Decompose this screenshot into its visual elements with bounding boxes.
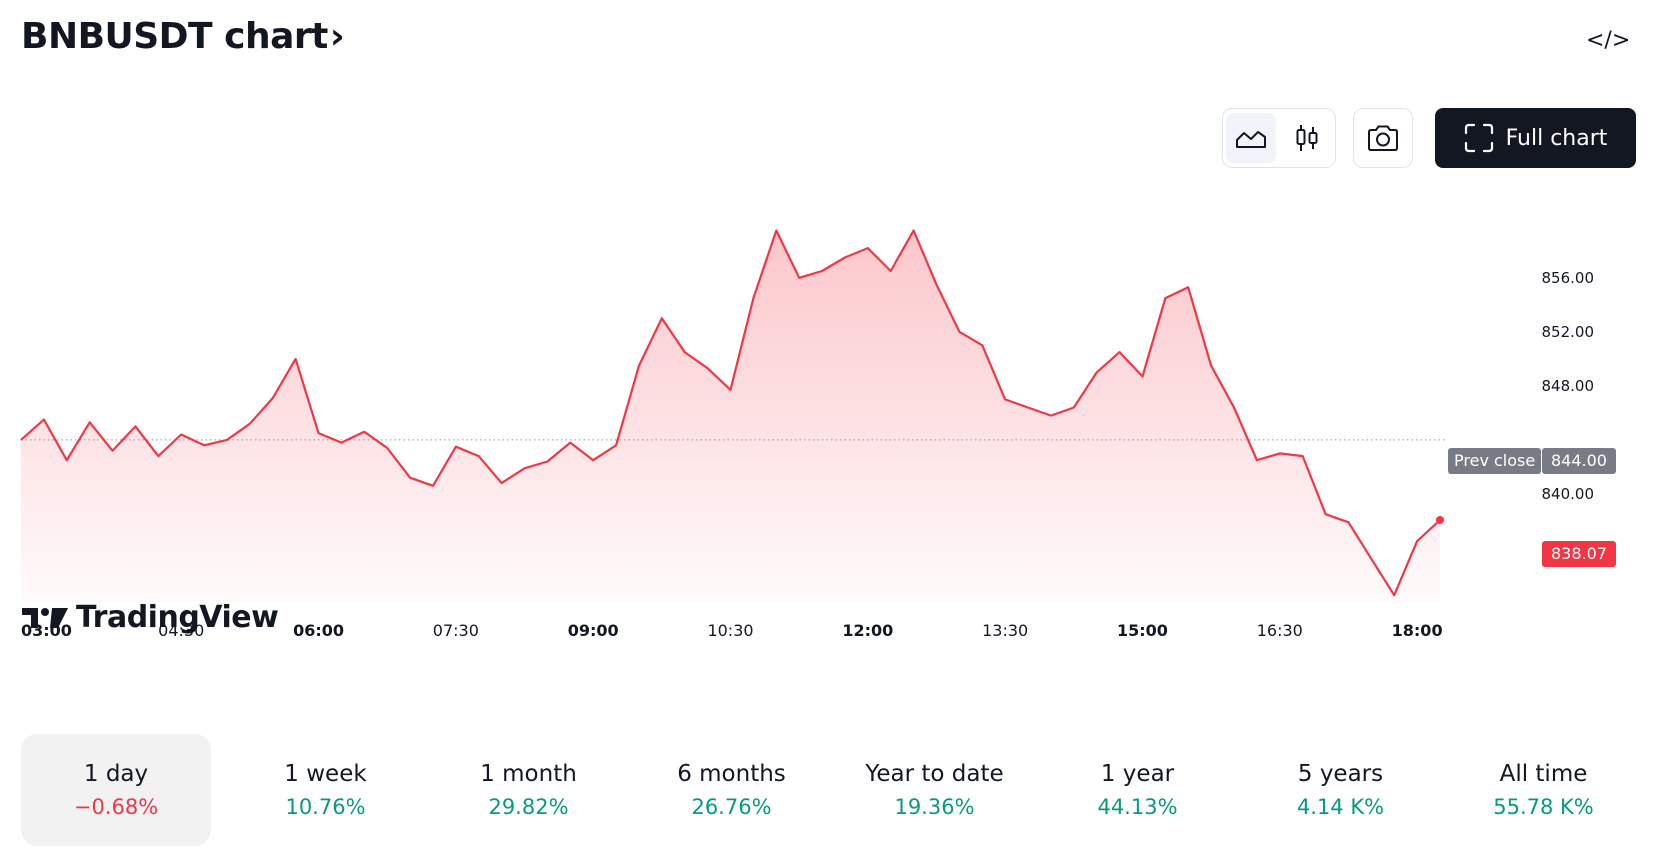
range-change: 29.82% — [488, 795, 569, 819]
range-ytd[interactable]: Year to date 19.36% — [833, 734, 1036, 846]
expand-icon — [1464, 123, 1493, 153]
tradingview-logo[interactable]: TradingView — [22, 600, 279, 635]
x-tick-label: 15:00 — [1117, 621, 1168, 640]
chart-title-text: BNBUSDT chart — [21, 16, 328, 57]
x-axis: 03:00 04:30 06:00 07:30 09:00 10:30 12:00 13:30… — [21, 621, 1443, 640]
range-label: 1 month — [480, 761, 577, 787]
x-tick-label: 12:00 — [842, 621, 893, 640]
chart-title[interactable]: BNBUSDT chart › — [21, 16, 345, 57]
range-label: Year to date — [865, 761, 1004, 787]
tradingview-logo-icon — [22, 607, 68, 628]
range-label: 6 months — [677, 761, 786, 787]
range-1d[interactable]: 1 day −0.68% — [21, 734, 211, 846]
range-label: 1 day — [83, 761, 149, 787]
range-1y[interactable]: 1 year 44.13% — [1036, 734, 1239, 846]
y-tick-label: 848.00 — [1542, 377, 1595, 395]
x-tick-label: 09:00 — [568, 621, 619, 640]
x-tick-label: 13:30 — [982, 621, 1028, 640]
snapshot-button[interactable] — [1353, 108, 1413, 168]
range-change: 4.14 K% — [1296, 795, 1385, 819]
candlestick-icon — [1296, 125, 1318, 151]
range-all[interactable]: All time 55.78 K% — [1442, 734, 1645, 846]
chart-style-toggle — [1222, 108, 1336, 168]
range-label: 1 week — [284, 761, 367, 787]
x-tick-label: 07:30 — [433, 621, 479, 640]
x-tick-label: 16:30 — [1257, 621, 1303, 640]
range-5y[interactable]: 5 years 4.14 K% — [1239, 734, 1442, 846]
price-line — [20, 229, 1441, 597]
range-1m[interactable]: 1 month 29.82% — [427, 734, 630, 846]
area-chart-icon — [1236, 131, 1266, 148]
chevron-right-icon: › — [329, 16, 345, 57]
last-price-dot — [1436, 516, 1444, 525]
range-change: −0.68% — [73, 795, 159, 819]
y-tick-label: 856.00 — [1542, 269, 1595, 287]
x-tick-label: 04:30 — [158, 621, 204, 640]
x-tick-label: 18:00 — [1392, 621, 1443, 640]
range-change: 44.13% — [1097, 795, 1178, 819]
range-label: 5 years — [1297, 761, 1384, 787]
range-change: 55.78 K% — [1493, 795, 1594, 819]
area-chart-button[interactable] — [1226, 113, 1276, 163]
range-change: 26.76% — [691, 795, 772, 819]
range-label: All time — [1499, 761, 1588, 787]
tradingview-logo-text: TradingView — [76, 600, 279, 635]
full-chart-button[interactable]: Full chart — [1435, 108, 1636, 168]
camera-icon — [1368, 125, 1398, 151]
range-change: 19.36% — [894, 795, 975, 819]
prev-close-value: 844.00 — [1542, 448, 1616, 474]
range-selector: 1 day −0.68% 1 week 10.76% 1 month 29.82… — [21, 734, 1645, 846]
x-tick-label: 06:00 — [293, 621, 344, 640]
full-chart-label: Full chart — [1505, 125, 1608, 151]
code-icon[interactable]: </> — [1586, 28, 1631, 53]
range-label: 1 year — [1100, 761, 1175, 787]
price-area — [21, 230, 1440, 602]
y-tick-label: 840.00 — [1542, 485, 1595, 503]
last-price-label: 838.07 — [1542, 541, 1616, 567]
range-change: 10.76% — [285, 795, 366, 819]
prev-close-label: Prev close — [1448, 448, 1542, 474]
range-1w[interactable]: 1 week 10.76% — [224, 734, 427, 846]
range-6m[interactable]: 6 months 26.76% — [630, 734, 833, 846]
candlestick-button[interactable] — [1282, 113, 1332, 163]
y-tick-label: 852.00 — [1542, 323, 1595, 341]
x-tick-label: 10:30 — [707, 621, 753, 640]
